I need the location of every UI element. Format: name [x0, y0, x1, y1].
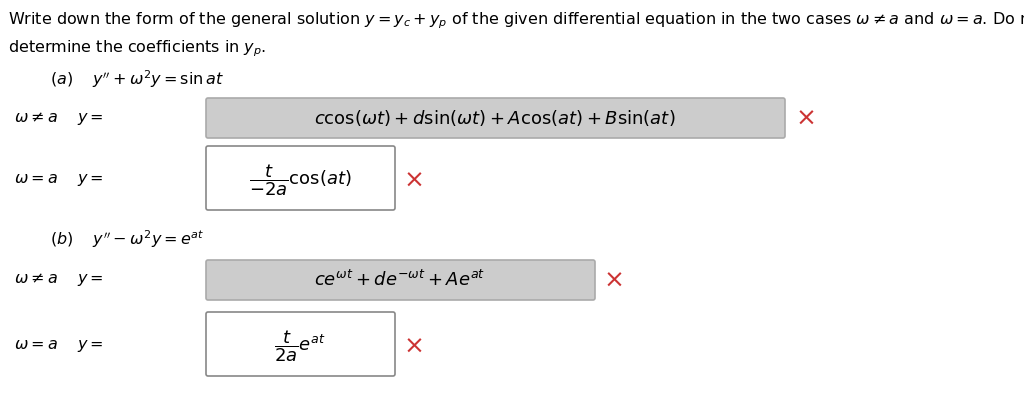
Text: $\times$: $\times$ — [403, 168, 423, 192]
Text: $\dfrac{t}{2a}e^{at}$: $\dfrac{t}{2a}e^{at}$ — [274, 328, 326, 364]
Text: $ce^{\omega t} + de^{-\omega t} + Ae^{at}$: $ce^{\omega t} + de^{-\omega t} + Ae^{at… — [314, 270, 485, 290]
Text: $\omega \neq a$    $y =$: $\omega \neq a$ $y =$ — [14, 272, 103, 288]
FancyBboxPatch shape — [206, 312, 395, 376]
Text: $\omega = a$    $y =$: $\omega = a$ $y =$ — [14, 172, 103, 188]
Text: $\omega \neq a$    $y =$: $\omega \neq a$ $y =$ — [14, 110, 103, 126]
Text: $\times$: $\times$ — [795, 106, 814, 130]
Text: $(b)$    $y'' - \omega^2 y = e^{at}$: $(b)$ $y'' - \omega^2 y = e^{at}$ — [50, 228, 205, 250]
Text: $c\cos(\omega t) + d\sin(\omega t) + A\cos(at) + B\sin(at)$: $c\cos(\omega t) + d\sin(\omega t) + A\c… — [314, 108, 676, 128]
Text: $\times$: $\times$ — [403, 334, 423, 358]
Text: Write down the form of the general solution $y = y_c + y_p$ of the given differe: Write down the form of the general solut… — [8, 10, 1024, 30]
Text: $\dfrac{t}{-2a}\cos(at)$: $\dfrac{t}{-2a}\cos(at)$ — [249, 162, 351, 198]
Text: $\omega = a$    $y =$: $\omega = a$ $y =$ — [14, 338, 103, 354]
Text: determine the coefficients in $y_p$.: determine the coefficients in $y_p$. — [8, 38, 266, 59]
FancyBboxPatch shape — [206, 260, 595, 300]
FancyBboxPatch shape — [206, 146, 395, 210]
Text: $(a)$    $y'' + \omega^2 y = \sin at$: $(a)$ $y'' + \omega^2 y = \sin at$ — [50, 68, 224, 90]
FancyBboxPatch shape — [206, 98, 785, 138]
Text: $\times$: $\times$ — [603, 268, 623, 292]
